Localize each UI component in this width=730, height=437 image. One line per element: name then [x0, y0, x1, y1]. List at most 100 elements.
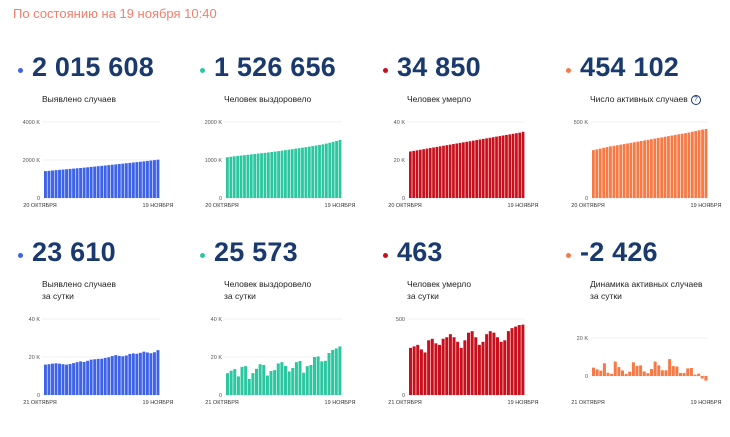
- bar: [335, 140, 338, 198]
- bar: [448, 334, 452, 395]
- bar: [441, 338, 445, 395]
- stat-value: 463: [397, 237, 443, 267]
- bar: [65, 364, 69, 395]
- bar: [418, 149, 422, 198]
- bar: [515, 133, 518, 198]
- x-start-label: 20 ОКТЯБРЯ: [571, 203, 604, 209]
- bar-chart: 40 K 20 K 021 ОКТЯБРЯ 19 НОЯБРЯ: [23, 317, 173, 406]
- bar: [331, 141, 335, 198]
- bar: [485, 334, 489, 395]
- stat-card: 34 850 Человек умерло 40 K 20 K 0 20 ОКТЯБРЯ 1…: [379, 52, 555, 242]
- x-end-label: 19 НОЯБРЯ: [325, 203, 356, 209]
- bar: [124, 163, 128, 198]
- bar: [68, 168, 72, 198]
- bar: [701, 129, 704, 198]
- bar: [675, 366, 679, 376]
- bar: [244, 366, 248, 395]
- bar: [338, 139, 342, 198]
- bar: [458, 142, 462, 198]
- bar: [671, 366, 675, 376]
- x-end-label: 19 НОЯБРЯ: [143, 400, 174, 406]
- bar: [495, 136, 498, 198]
- bar: [142, 351, 146, 395]
- y-tick-label: 20 K: [29, 355, 41, 361]
- bar: [323, 360, 327, 395]
- x-start-label: 21 ОКТЯБРЯ: [205, 400, 238, 406]
- bar: [412, 150, 416, 198]
- stat-label-line: Человек умерло: [407, 279, 472, 289]
- bar: [138, 161, 142, 198]
- stat-label-line: Динамика активных случаев: [590, 279, 703, 289]
- y-tick-label: 40 K: [29, 317, 41, 323]
- stat-label: Динамика активных случаев за сутки: [590, 278, 702, 302]
- stat-card: 2 015 608 Выявлено случаев 4000 K 2000 K 0 20…: [14, 52, 190, 242]
- stat-label: Число активных случаев?: [590, 93, 701, 105]
- bar: [239, 155, 243, 198]
- stat-value: 454 102: [580, 52, 679, 82]
- bar: [518, 132, 522, 198]
- x-start-label: 21 ОКТЯБРЯ: [23, 400, 56, 406]
- bar: [628, 371, 632, 376]
- bar: [622, 144, 626, 198]
- series-dot: [566, 253, 571, 258]
- x-end-label: 19 НОЯБРЯ: [143, 203, 174, 209]
- bar: [236, 155, 240, 198]
- bar: [704, 376, 708, 381]
- bar: [121, 356, 125, 395]
- bar: [273, 151, 277, 198]
- bar: [488, 331, 492, 395]
- bar: [89, 166, 93, 198]
- bar: [61, 364, 65, 395]
- bar: [124, 355, 128, 395]
- stat-label-line: Выявлено случаев: [42, 279, 117, 289]
- stat-value: -2 426: [580, 237, 658, 267]
- bar: [510, 328, 514, 395]
- bar: [152, 160, 156, 198]
- bar: [156, 159, 160, 198]
- bar: [249, 154, 253, 198]
- bar: [47, 170, 51, 198]
- bar: [416, 344, 420, 395]
- x-start-label: 21 ОКТЯБРЯ: [388, 400, 421, 406]
- y-tick-label: 0: [585, 374, 588, 380]
- bar: [485, 138, 488, 198]
- bar: [452, 144, 455, 198]
- x-end-label: 19 НОЯБРЯ: [691, 203, 722, 209]
- bar: [255, 368, 259, 395]
- bar: [226, 373, 230, 395]
- bar: [663, 136, 667, 198]
- x-end-label: 19 НОЯБРЯ: [325, 400, 356, 406]
- bar: [409, 347, 413, 395]
- bar: [256, 153, 260, 198]
- stat-label: Человек умерло: [407, 93, 471, 105]
- bar: [613, 361, 617, 376]
- bar: [72, 363, 76, 395]
- status-timestamp: По состоянию на 19 ноября 10:40: [13, 6, 217, 21]
- y-tick-label: 20 K: [577, 336, 589, 342]
- bar-chart: 500 K 020 ОКТЯБРЯ 19 НОЯБРЯ: [571, 120, 721, 209]
- bar: [103, 357, 107, 395]
- bar: [321, 144, 325, 198]
- bar: [93, 359, 97, 395]
- bar: [657, 365, 661, 376]
- help-icon[interactable]: ?: [690, 94, 701, 105]
- bar: [110, 356, 114, 395]
- bar: [435, 146, 439, 198]
- bar: [442, 145, 445, 198]
- bar: [677, 134, 681, 198]
- bar: [617, 367, 621, 376]
- bar: [492, 332, 496, 395]
- series-dot: [200, 68, 205, 73]
- bar: [697, 373, 701, 376]
- bar: [624, 373, 628, 376]
- bar: [287, 371, 291, 395]
- bar: [338, 346, 342, 395]
- bar: [96, 166, 100, 198]
- bar: [646, 373, 650, 376]
- bar: [301, 147, 304, 198]
- bar: [305, 366, 309, 395]
- bar: [690, 131, 694, 198]
- bar: [262, 364, 266, 395]
- bar: [251, 373, 255, 395]
- bar: [273, 370, 277, 395]
